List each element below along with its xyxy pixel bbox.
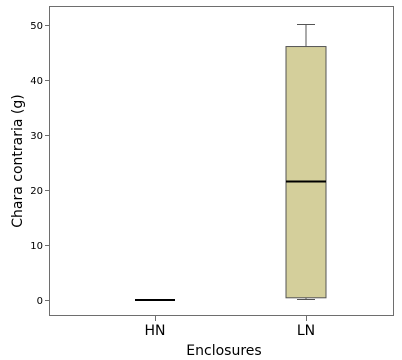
y-tick-label-40: 40 xyxy=(30,76,43,87)
y-tick-label-0: 0 xyxy=(37,296,43,307)
y-tick-label-30: 30 xyxy=(30,131,43,142)
y-axis: 0 10 20 30 40 50 xyxy=(30,21,50,307)
box-group-ln xyxy=(285,24,327,300)
plot-frame xyxy=(49,6,394,316)
x-tick-label-ln: LN xyxy=(297,323,315,339)
y-tick-label-20: 20 xyxy=(30,186,43,197)
y-axis-title: Chara contraria (g) xyxy=(10,94,26,227)
y-tick-label-10: 10 xyxy=(30,241,43,252)
x-axis: HN LN xyxy=(145,316,315,339)
boxes xyxy=(135,24,327,301)
box-ln xyxy=(285,46,327,299)
x-tick-label-hn: HN xyxy=(145,323,166,339)
y-tick-label-50: 50 xyxy=(30,21,43,32)
x-axis-title: Enclosures xyxy=(186,343,261,359)
